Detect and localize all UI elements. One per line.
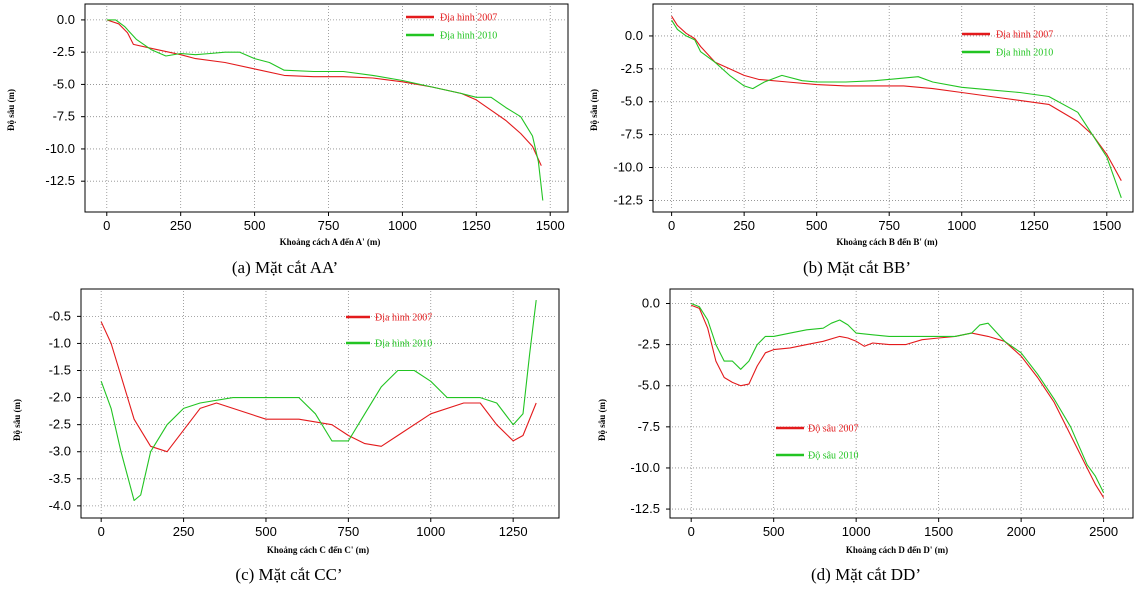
y-tick-label: -2.5 [638, 337, 660, 352]
chart-frame [669, 288, 1134, 519]
x-tick-label: 1250 [499, 524, 528, 539]
y-tick-label: -5.0 [53, 76, 75, 91]
legend-label: Địa hình 2007 [440, 13, 497, 24]
x-tick-label: 1000 [416, 524, 445, 539]
chart-frame [80, 288, 560, 519]
y-tick-label: -2.0 [49, 390, 71, 405]
chart-frame [652, 3, 1134, 213]
legend-label: Độ sâu 2010 [808, 451, 859, 462]
series-line-2007 [100, 321, 537, 453]
y-tick-label: 0.0 [642, 296, 660, 311]
x-tick-label: 1250 [1020, 218, 1049, 233]
y-tick-label: -5.0 [638, 378, 660, 393]
y-axis-label: Độ sâu (m) [6, 89, 16, 131]
y-tick-label: -10.0 [630, 460, 660, 475]
y-tick-label: -2.5 [49, 417, 71, 432]
y-axis-label: Độ sâu (m) [597, 399, 607, 441]
x-tick-label: 1500 [1092, 218, 1121, 233]
y-axis-label: Độ sâu (m) [589, 89, 599, 131]
legend-label: Địa hình 2007 [996, 30, 1053, 41]
x-tick-label: 750 [318, 218, 340, 233]
series-line-2007 [691, 304, 1105, 498]
y-tick-label: -4.0 [49, 498, 71, 513]
x-tick-label: 2500 [1089, 524, 1118, 539]
series-line-2010 [671, 19, 1122, 198]
chart-caption: (b) Mặt cắt BB’ [803, 258, 911, 277]
chart-panel-2: 0 250 500 750 1000 1250 -0.5 -1.0 -1.5 -2.0 -2.5 -3… [12, 288, 560, 584]
x-axis-label: Khoảng cách D đến D' (m) [846, 545, 948, 555]
y-tick-label: 0.0 [625, 28, 643, 43]
legend-label: Địa hình 2010 [440, 31, 497, 42]
y-tick-label: -2.5 [621, 61, 643, 76]
y-tick-label: -3.5 [49, 471, 71, 486]
legend-label: Độ sâu 2007 [808, 424, 859, 435]
x-tick-label: 0 [98, 524, 105, 539]
series-line-2010 [690, 302, 1105, 493]
y-tick-label: -1.5 [49, 363, 71, 378]
y-tick-label: -10.0 [45, 141, 75, 156]
x-tick-label: 250 [173, 524, 195, 539]
x-tick-label: 1000 [388, 218, 417, 233]
chart-panel-0: 0 250 500 750 1000 1250 1500 0.0 -2.5 -5.0 -7.5 -10… [6, 3, 569, 277]
x-tick-label: 250 [170, 218, 192, 233]
x-tick-label: 1500 [536, 218, 565, 233]
y-tick-label: -5.0 [621, 94, 643, 109]
chart-caption: (d) Mặt cắt DD’ [811, 565, 921, 584]
y-tick-label: -1.0 [49, 335, 71, 350]
chart-panel-3: 0 500 1000 1500 2000 2500 0.0 -2.5 -5.0 -7.5 -10.0… [597, 288, 1134, 584]
y-tick-label: -12.5 [613, 192, 643, 207]
x-tick-label: 500 [244, 218, 266, 233]
series-line-2007 [671, 15, 1122, 181]
x-tick-label: 1000 [842, 524, 871, 539]
y-tick-label: -3.0 [49, 444, 71, 459]
chart-caption: (c) Mặt cắt CC’ [235, 565, 342, 584]
y-tick-label: -2.5 [53, 44, 75, 59]
series-line-2010 [106, 19, 544, 201]
chart-caption: (a) Mặt cắt AA’ [232, 258, 338, 277]
y-tick-label: -10.0 [613, 160, 643, 175]
x-tick-label: 0 [668, 218, 675, 233]
legend-label: Địa hình 2010 [996, 48, 1053, 59]
x-tick-label: 750 [338, 524, 360, 539]
x-axis-label: Khoảng cách C đến C' (m) [267, 545, 369, 555]
x-axis-label: Khoảng cách A đến A' (m) [280, 237, 381, 247]
x-tick-label: 750 [878, 218, 900, 233]
y-tick-label: 0.0 [57, 12, 75, 27]
y-tick-label: -7.5 [621, 127, 643, 142]
series-line-2010 [100, 300, 537, 502]
x-tick-label: 1500 [924, 524, 953, 539]
y-tick-label: -7.5 [53, 109, 75, 124]
x-tick-label: 500 [763, 524, 785, 539]
x-axis-label: Khoảng cách B đến B' (m) [836, 237, 937, 247]
x-tick-label: 2000 [1007, 524, 1036, 539]
legend-label: Địa hình 2010 [375, 339, 432, 350]
x-tick-label: 0 [688, 524, 695, 539]
x-tick-label: 0 [103, 218, 110, 233]
y-axis-label: Độ sâu (m) [12, 399, 22, 441]
x-tick-label: 500 [806, 218, 828, 233]
y-tick-label: -7.5 [638, 419, 660, 434]
x-tick-label: 1000 [947, 218, 976, 233]
y-tick-label: -12.5 [630, 501, 660, 516]
y-tick-label: -0.5 [49, 308, 71, 323]
legend-label: Địa hình 2007 [375, 313, 432, 324]
y-tick-label: -12.5 [45, 173, 75, 188]
series-line-2007 [106, 19, 542, 166]
x-tick-label: 1250 [462, 218, 491, 233]
x-tick-label: 500 [255, 524, 277, 539]
chart-panel-1: 0 250 500 750 1000 1250 1500 0.0 -2.5 -5.0 -7.5 -10… [589, 3, 1134, 277]
x-tick-label: 250 [733, 218, 755, 233]
